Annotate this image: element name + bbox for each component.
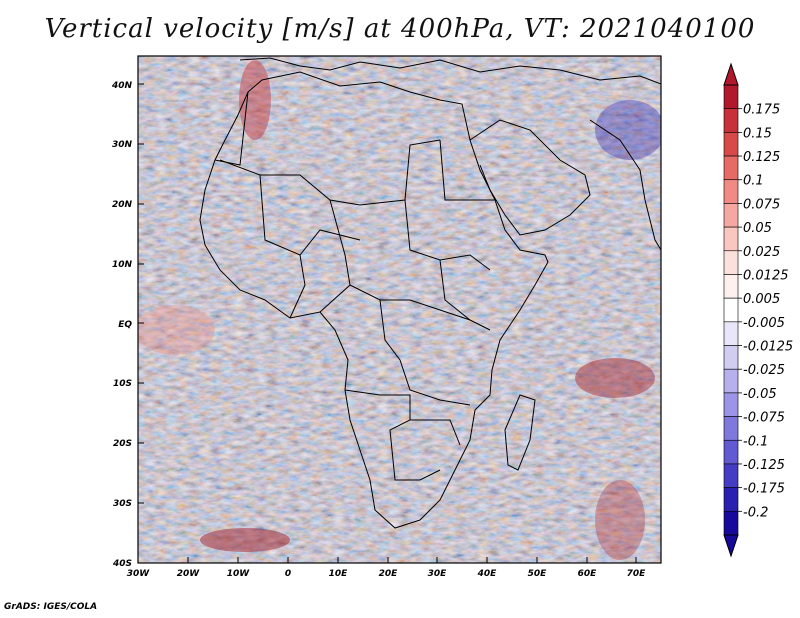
- lon-label: 30W: [127, 569, 151, 579]
- coastlines: [199, 57, 661, 529]
- lon-label: 50E: [528, 569, 548, 579]
- colorbar-cell: [723, 487, 739, 512]
- lon-label: 70E: [627, 569, 647, 579]
- colorbar-label: 0.025: [743, 245, 780, 260]
- lat-label: 30S: [113, 499, 132, 509]
- colorbar-label: -0.005: [743, 316, 785, 331]
- colorbar-label: 0.005: [743, 292, 780, 307]
- colorbar-label: 0.125: [743, 150, 780, 165]
- colorbar-top-arrow: [723, 62, 739, 86]
- lat-axis: 40N 30N 20N 10N EQ 10S 20S 30S 40S: [111, 81, 144, 569]
- lat-label: 20S: [113, 439, 132, 449]
- colorbar-label: -0.125: [743, 458, 785, 473]
- lon-label: 20W: [177, 569, 201, 579]
- lon-label: 0: [285, 569, 291, 579]
- colorbar-label: 0.05: [743, 221, 772, 236]
- velocity-field: [138, 56, 661, 563]
- colorbar-cell: [723, 274, 739, 299]
- lat-label: 40N: [111, 81, 133, 91]
- lon-label: 20E: [379, 569, 399, 579]
- colorbar-cell: [723, 368, 739, 394]
- lat-label: 30N: [112, 140, 133, 150]
- colorbar-cell: [723, 132, 739, 157]
- colorbar-cell: [723, 416, 739, 441]
- colorbar-cell: [723, 345, 739, 370]
- colorbar-cell: [723, 203, 739, 228]
- colorbar-cell: [723, 250, 739, 275]
- lon-label: 30E: [428, 569, 448, 579]
- lon-label: 10E: [329, 569, 349, 579]
- colorbar-label: 0.0125: [743, 268, 789, 283]
- colorbar-bottom-arrow: [723, 534, 739, 558]
- colorbar-label: -0.2: [743, 505, 768, 520]
- lon-label: 40E: [477, 569, 498, 579]
- lon-label: 10W: [227, 569, 251, 579]
- colorbar-label: 0.075: [743, 197, 780, 212]
- colorbar: 0.175 0.15 0.125 0.1 0.075 0.05 0.025 0.0125 0.0…: [723, 62, 793, 558]
- lat-label: 20N: [112, 200, 133, 210]
- colorbar-cell: [723, 84, 739, 109]
- colorbar-label: 0.175: [743, 103, 780, 118]
- lat-label: 10S: [113, 379, 132, 389]
- colorbar-cell: [723, 108, 739, 133]
- colorbar-label: -0.05: [743, 387, 777, 402]
- lat-label: 40S: [112, 559, 132, 569]
- colorbar-label: 0.1: [743, 174, 764, 189]
- lon-axis: 30W 20W 10W 0 10E 20E 30E 40E 50E 60E 70…: [127, 557, 646, 579]
- colorbar-label: -0.075: [743, 411, 785, 426]
- colorbar-label: -0.1: [743, 434, 768, 449]
- plot-frame: [137, 55, 662, 564]
- colorbar-cell: [723, 297, 739, 323]
- plot-title: Vertical velocity [m/s] at 400hPa, VT: 2…: [44, 14, 756, 44]
- colorbar-label: -0.025: [743, 363, 785, 378]
- colorbar-cell: [723, 511, 739, 536]
- lon-label: 60E: [578, 569, 598, 579]
- colorbar-cell: [723, 321, 739, 346]
- colorbar-cell: [723, 179, 739, 204]
- lat-label: EQ: [118, 320, 132, 330]
- colorbar-cell: [723, 226, 739, 252]
- colorbar-label: -0.0125: [743, 340, 793, 355]
- colorbar-cell: [723, 155, 739, 181]
- colorbar-cell: [723, 439, 739, 465]
- credit-text: GrADS: IGES/COLA: [4, 602, 98, 612]
- colorbar-cell: [723, 463, 739, 488]
- colorbar-label: -0.175: [743, 482, 785, 497]
- colorbar-label: 0.15: [743, 126, 772, 141]
- lat-label: 10N: [112, 260, 133, 270]
- colorbar-cell: [723, 392, 739, 417]
